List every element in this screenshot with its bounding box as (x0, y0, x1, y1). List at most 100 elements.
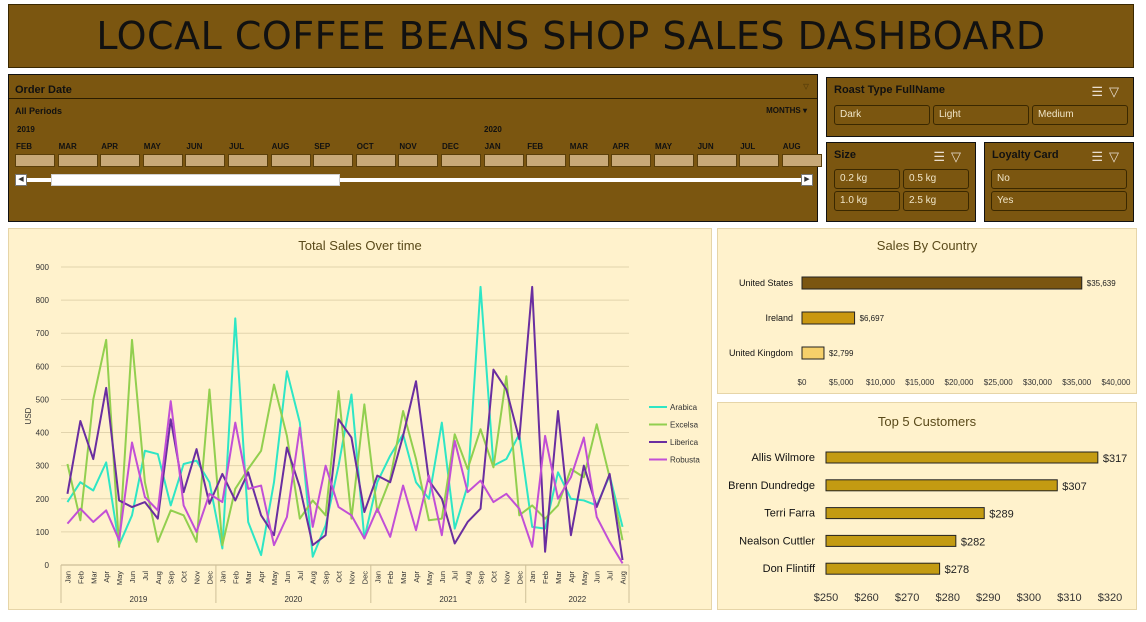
timeline-month-label: APR (612, 142, 630, 151)
x-tick-label: Mar (399, 571, 408, 584)
customer-bar (825, 451, 1099, 464)
size-2-5kg-button[interactable]: 2.5 kg (903, 191, 969, 211)
data-label: $289 (989, 509, 1013, 521)
x-tick-label: Jun (283, 571, 292, 583)
scroll-left-icon[interactable]: ◀ (15, 174, 27, 186)
x-tick-label: May (580, 571, 589, 585)
timeline-month-cell[interactable] (568, 154, 609, 167)
x-tick-label: Jan (528, 571, 537, 583)
x-tick-label: Apr (102, 570, 111, 582)
timeline-month-cell[interactable] (398, 154, 439, 167)
x-tick-label: Aug (619, 571, 628, 584)
timeline-month-cell[interactable] (696, 154, 737, 167)
size-0-5kg-button[interactable]: 0.5 kg (903, 169, 969, 189)
x-tick-label: Dec (360, 571, 369, 585)
clear-filter-icon[interactable]: ▿ (802, 79, 809, 93)
timeline-month-cell[interactable] (781, 154, 822, 167)
timeline-month-cell[interactable] (142, 154, 183, 167)
loyalty-yes-button[interactable]: Yes (991, 191, 1127, 211)
clear-filter-icon[interactable]: ▽ (1109, 84, 1125, 99)
timeline-scrollbar[interactable]: ◀ ▶ (15, 174, 813, 186)
x-tick-label: $320 (1098, 592, 1122, 604)
x-tick-label: $280 (935, 592, 959, 604)
data-label: $2,799 (829, 349, 854, 358)
series-line-robusta (66, 400, 624, 564)
customer-bar (825, 507, 985, 520)
top-customers-panel: Top 5 Customers Allis Wilmore $317 Brenn D… (717, 402, 1137, 610)
x-tick-label: $0 (798, 378, 807, 387)
size-slicer[interactable]: Size ☰▽ 0.2 kg 0.5 kg 1.0 kg 2.5 kg (826, 142, 976, 222)
timeline-month-cell[interactable] (526, 154, 567, 167)
line-chart: 0 100 200 300 400 500 600 700 800 900 USD Jan Feb Mar… (24, 263, 700, 604)
y-tick-label: 600 (36, 362, 50, 371)
timeline-month-label: OCT (356, 142, 374, 151)
timeline-month-cell[interactable] (185, 154, 226, 167)
sales-over-time-panel: Total Sales Over time 0 100 200 300 400 500 60… (8, 228, 712, 610)
timeline-month-cell[interactable] (441, 154, 481, 167)
scroll-right-icon[interactable]: ▶ (801, 174, 813, 186)
x-tick-label: Feb (76, 571, 85, 584)
multi-select-icon[interactable]: ☰ (1091, 149, 1109, 164)
customer-bar (825, 562, 941, 575)
timeline-month-cell[interactable] (228, 154, 268, 167)
timeline-month-cell[interactable] (270, 154, 311, 167)
timeline-month-cell[interactable] (313, 154, 354, 167)
x-tick-label: Jan (218, 571, 227, 583)
slicer-icons: ☰▽ (1091, 149, 1125, 165)
roast-slicer-title: Roast Type FullName (834, 84, 946, 96)
roast-light-button[interactable]: Light (933, 105, 1029, 125)
timeline-level-dropdown[interactable]: MONTHS ▾ (766, 106, 807, 115)
size-0-2kg-button[interactable]: 0.2 kg (834, 169, 900, 189)
x-tick-label: Feb (386, 571, 395, 584)
timeline-month-cell[interactable] (100, 154, 141, 167)
country-bar (801, 311, 856, 325)
x-tick-label: Jan (373, 571, 382, 583)
legend-label: Robusta (670, 456, 700, 465)
x-tick-label: $25,000 (984, 378, 1013, 387)
timeline-month-cell[interactable] (611, 154, 652, 167)
timeline-month-cell[interactable] (57, 154, 98, 167)
sales-by-country-panel: Sales By Country United States $35,639 Ire… (717, 228, 1137, 394)
legend-label: Excelsa (670, 421, 699, 430)
x-tick-label: $250 (814, 592, 838, 604)
x-tick-label: Oct (335, 570, 344, 583)
y-tick-label: 300 (36, 462, 50, 471)
series-line-excelsa (66, 338, 624, 548)
timeline-month-cell[interactable] (654, 154, 694, 167)
data-label: $307 (1062, 481, 1086, 493)
clear-filter-icon[interactable]: ▽ (951, 149, 967, 164)
timeline-selection-handle[interactable] (51, 174, 340, 186)
legend-label: Liberica (670, 438, 699, 447)
x-tick-label: Nov (193, 571, 202, 585)
timeline-month-cell[interactable] (355, 154, 396, 167)
country-bar (801, 276, 1083, 290)
data-label: $282 (961, 536, 985, 548)
timeline-month-cell[interactable] (15, 154, 55, 167)
clear-filter-icon[interactable]: ▽ (1109, 149, 1125, 164)
multi-select-icon[interactable]: ☰ (933, 149, 951, 164)
timeline-month-label: JAN (484, 142, 501, 151)
loyalty-no-button[interactable]: No (991, 169, 1127, 189)
category-label: Brenn Dundredge (728, 480, 815, 492)
customers-chart-title: Top 5 Customers (877, 414, 977, 429)
roast-dark-button[interactable]: Dark (834, 105, 930, 125)
timeline-month-cell[interactable] (739, 154, 780, 167)
x-tick-label: Jul (606, 571, 615, 581)
size-1-0kg-button[interactable]: 1.0 kg (834, 191, 900, 211)
x-tick-label: Nov (347, 571, 356, 585)
timeline-year-label: 2020 (484, 125, 502, 134)
roast-medium-button[interactable]: Medium (1032, 105, 1128, 125)
timeline-month-cell[interactable] (483, 154, 524, 167)
loyalty-card-slicer[interactable]: Loyalty Card ☰▽ No Yes (984, 142, 1134, 222)
timeline-month-label: APR (101, 142, 119, 151)
order-date-timeline[interactable]: Order Date ▿ All Periods MONTHS ▾ 2019 2… (8, 74, 822, 222)
y-tick-label: 900 (36, 263, 50, 272)
x-tick-label: Sep (477, 571, 486, 584)
roast-type-slicer[interactable]: Roast Type FullName ☰▽ Dark Light Medium (826, 77, 1134, 137)
x-tick-label: May (425, 571, 434, 585)
customer-bar (825, 479, 1058, 492)
multi-select-icon[interactable]: ☰ (1091, 84, 1109, 99)
timeline-track (25, 178, 803, 182)
timeline-month-label: MAR (58, 142, 77, 151)
timeline-month-label: SEP (314, 142, 331, 151)
